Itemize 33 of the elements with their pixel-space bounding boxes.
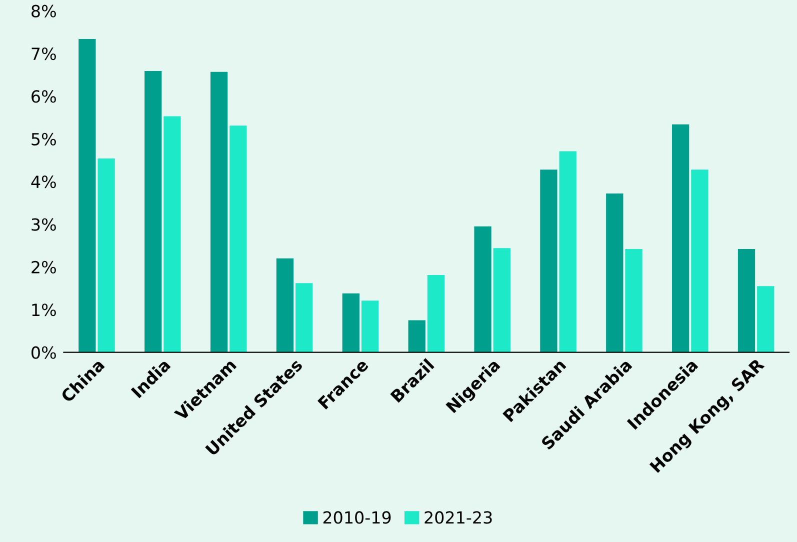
y-tick-label: 4% xyxy=(31,176,56,188)
bar xyxy=(474,226,492,352)
y-tick-label: 8% xyxy=(32,4,56,18)
y-tick-label: 0% xyxy=(32,346,56,359)
bar xyxy=(559,151,576,352)
bar xyxy=(691,170,708,352)
bar xyxy=(210,72,228,352)
bar xyxy=(427,275,445,352)
bar xyxy=(296,283,313,352)
bar xyxy=(144,71,162,352)
bar xyxy=(672,124,690,352)
y-tick-label: 5% xyxy=(32,132,56,146)
bar xyxy=(757,286,774,352)
bar xyxy=(606,194,624,352)
y-tick-label: 6% xyxy=(32,90,56,103)
bar xyxy=(164,116,181,352)
bar xyxy=(540,170,558,352)
bar xyxy=(625,249,642,352)
bar xyxy=(493,248,510,352)
y-tick-label: 1% xyxy=(32,304,56,316)
bar xyxy=(408,320,426,352)
bar xyxy=(738,249,756,352)
bar xyxy=(342,293,360,352)
bar xyxy=(78,39,96,352)
y-tick-label: 7% xyxy=(32,47,56,60)
bar xyxy=(276,258,294,352)
legend-label: 2010-19 xyxy=(323,511,391,524)
bar xyxy=(361,300,379,352)
bar xyxy=(230,126,247,352)
legend-label: 2021-23 xyxy=(424,511,492,524)
y-tick-label: 2% xyxy=(32,260,56,274)
bar xyxy=(98,158,115,352)
y-tick-label: 3% xyxy=(32,218,56,231)
